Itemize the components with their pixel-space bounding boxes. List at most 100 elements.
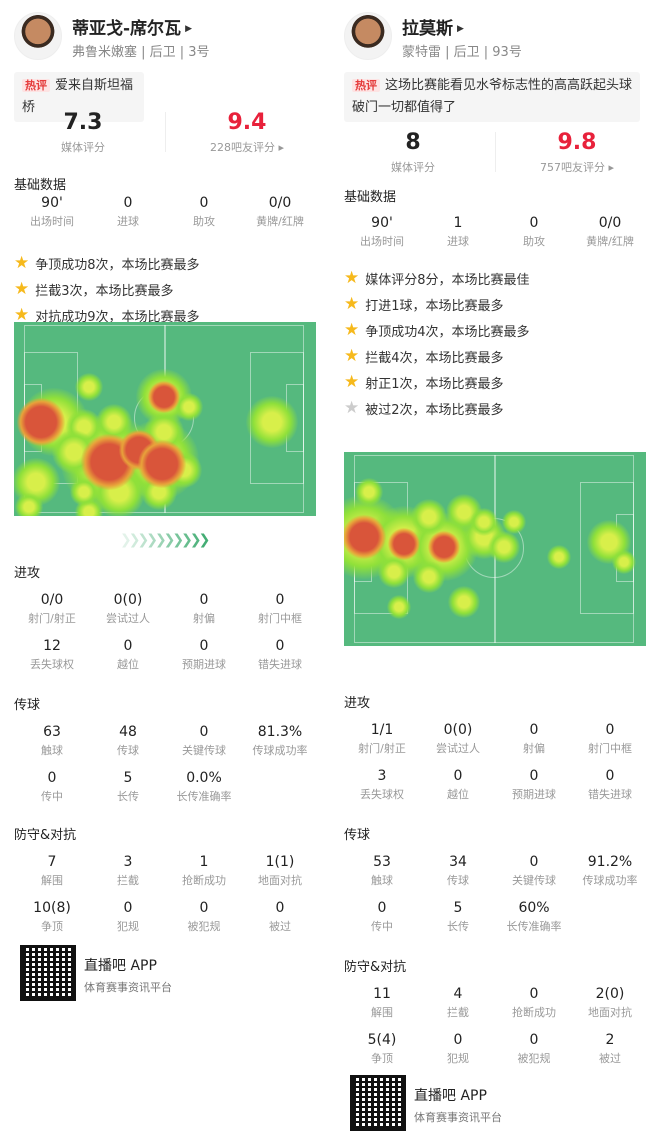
caret-right-icon: ▶ [457,24,464,34]
stat-value: 5 [123,770,133,786]
stat-value: 0 [529,854,539,870]
rating-divider [165,112,166,152]
hot-comment[interactable]: 热评 这场比赛能看见水爷标志性的高高跃起头球破门一切都值得了 [344,72,640,122]
stat-basic: 0/0 黄牌/红牌 [572,215,648,261]
star-icon: ★ [14,252,30,273]
stat-label: 出场时间 [30,215,74,228]
attack-title: 进攻 [344,696,371,711]
stat-label: 长传 [117,790,139,803]
heat-blob [448,586,480,618]
heatmap-pitch [344,452,646,646]
stat-label: 传球 [447,874,469,887]
stat-label: 犯规 [117,920,139,933]
stat-value: 0 [377,900,387,916]
player-avatar[interactable] [344,12,392,60]
stat-defense: 7 解围 [14,854,90,900]
attack-title: 进攻 [14,566,41,581]
defense-title: 防守&对抗 [344,960,407,975]
stat-value: 0/0 [598,215,622,231]
stat-defense: 0 被过 [242,900,318,946]
stat-defense: 2 被过 [572,1032,648,1078]
player-name-text[interactable]: 蒂亚戈-席尔瓦 [72,19,182,39]
pass-title: 传球 [14,698,41,713]
stat-label: 尝试过人 [106,612,150,625]
stat-defense: 2(0) 地面对抗 [572,986,648,1032]
player-avatar[interactable] [14,12,62,60]
attack-stats: 1/1 射门/射正 0(0) 尝试过人 0 射偏 0 射门中框 3 丢失球权 0 越位 0 预期进球 0 错失… [344,722,648,814]
fan-rating-value: 9.4 [227,110,267,135]
stat-value: 0/0 [268,195,292,211]
fan-rating-link[interactable]: 228吧友评分 ▸ [209,141,284,154]
stat-attack: 0 越位 [420,768,496,814]
stat-label: 抢断成功 [512,1006,556,1019]
highlight-item: ★ 拦截3次，本场比赛最多 [14,276,174,302]
stat-label: 抢断成功 [182,874,226,887]
stat-value: 0 [123,638,133,654]
pass-stats: 63 触球 48 传球 0 关键传球 81.3% 传球成功率 0 传中 5 长传 0.0% 长传准确率 [14,724,318,816]
hot-tag: 热评 [352,79,380,92]
heat-blob [378,556,410,588]
player-column-2: 拉莫斯 ▶ 蒙特雷 | 后卫 | 93号 热评 这场比赛能看见水爷标志性的高高跃起头球破… [330,0,660,1143]
stat-value: 1 [199,854,209,870]
fan-rating[interactable]: 9.8 757吧友评分 ▸ [502,130,652,175]
app-name: 直播吧 APP [414,1088,487,1104]
stat-value: 3 [123,854,133,870]
stat-label: 触球 [41,744,63,757]
fan-rating[interactable]: 9.4 228吧友评分 ▸ [172,110,322,155]
stat-label: 犯规 [447,1052,469,1065]
stat-pass: 53 触球 [344,854,420,900]
stat-label: 射偏 [193,612,215,625]
stat-label: 长传 [447,920,469,933]
stat-label: 关键传球 [182,744,226,757]
stat-attack: 0 错失进球 [572,768,648,814]
fan-rating-link[interactable]: 757吧友评分 ▸ [539,161,614,174]
stat-label: 争顶 [371,1052,393,1065]
stat-label: 拦截 [447,1006,469,1019]
player-name-text[interactable]: 拉莫斯 [402,19,453,39]
stat-basic: 1 进球 [420,215,496,261]
stat-attack: 12 丢失球权 [14,638,90,684]
stat-label: 争顶 [41,920,63,933]
media-rating-label: 媒体评分 [61,141,105,154]
basic-stats: 90' 出场时间 1 进球 0 助攻 0/0 黄牌/红牌 [344,215,648,261]
stat-basic: 90' 出场时间 [344,215,420,261]
heat-blob [148,381,180,413]
stat-defense: 1 抢断成功 [166,854,242,900]
basic-title: 基础数据 [14,178,67,193]
stat-pass: 0 传中 [14,770,90,816]
player-name[interactable]: 拉莫斯 ▶ [402,14,464,39]
heat-blob [246,396,298,448]
stat-attack: 0(0) 尝试过人 [420,722,496,768]
stat-value: 0 [123,195,133,211]
stat-value: 0/0 [40,592,64,608]
stat-label: 射门/射正 [358,742,406,755]
stat-basic: 0 进球 [90,195,166,241]
stat-pass: 91.2% 传球成功率 [572,854,648,900]
stat-label: 射门/射正 [28,612,76,625]
star-icon: ★ [14,304,30,325]
heat-blob [470,508,498,536]
stat-attack: 3 丢失球权 [344,768,420,814]
stat-label: 丢失球权 [30,658,74,671]
stat-label: 预期进球 [512,788,556,801]
stat-value: 0 [199,900,209,916]
player-name[interactable]: 蒂亚戈-席尔瓦 ▶ [72,14,192,39]
heat-blob [17,398,65,446]
stat-value: 0 [199,724,209,740]
highlight-item: ★ 争顶成功4次，本场比赛最多 [344,317,530,343]
highlight-text: 打进1球，本场比赛最多 [365,298,504,314]
stat-label: 射门中框 [588,742,632,755]
heatmap-pitch [14,322,316,516]
stat-label: 关键传球 [512,874,556,887]
highlight-text: 争顶成功4次，本场比赛最多 [365,324,530,340]
stat-value: 2(0) [595,986,625,1002]
star-icon: ★ [344,267,360,288]
stat-label: 长传准确率 [506,920,562,933]
stat-attack: 0 射偏 [166,592,242,638]
hot-comment[interactable]: 热评 爱来自斯坦福桥 [14,72,144,122]
stat-value: 3 [377,768,387,784]
stat-label: 射偏 [523,742,545,755]
app-tagline: 体育赛事资讯平台 [414,1111,502,1124]
stat-label: 进球 [117,215,139,228]
stat-defense: 0 犯规 [90,900,166,946]
